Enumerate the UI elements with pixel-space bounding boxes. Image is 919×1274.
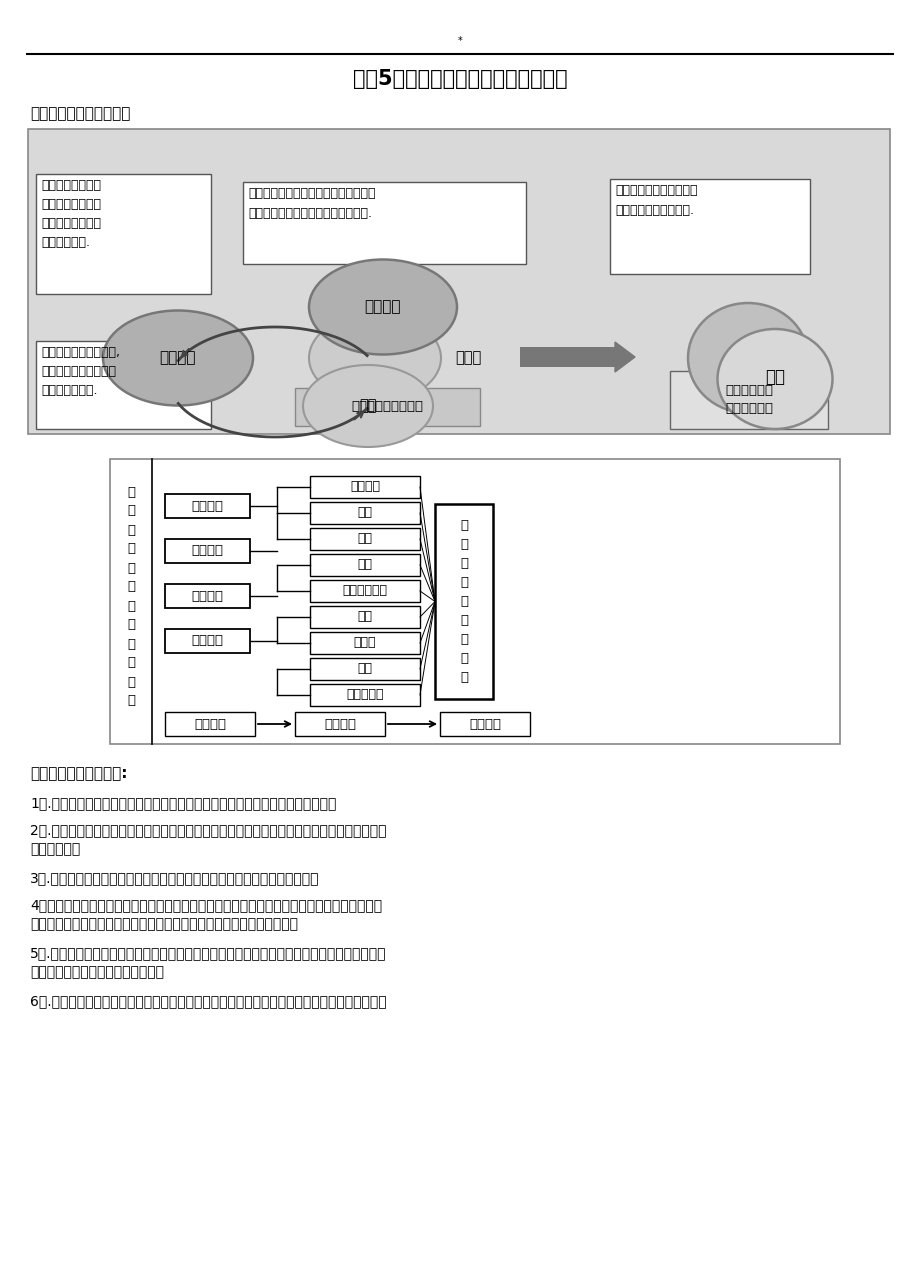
Text: 虫害和鼠害: 虫害和鼠害 (346, 688, 383, 702)
Text: 地震: 地震 (357, 558, 372, 572)
Ellipse shape (309, 260, 457, 354)
FancyBboxPatch shape (36, 341, 210, 429)
FancyBboxPatch shape (669, 371, 827, 429)
Text: 灾情: 灾情 (358, 399, 377, 414)
FancyBboxPatch shape (36, 175, 210, 294)
Text: 寒潮: 寒潮 (357, 533, 372, 545)
FancyBboxPatch shape (165, 629, 250, 654)
Text: 主
要
自
然
灾
害
的
形
成
与
分
布: 主 要 自 然 灾 害 的 形 成 与 分 布 (127, 485, 135, 707)
Text: 干旱: 干旱 (357, 507, 372, 520)
Text: 世
界
主
要
自
然
灾
害
带: 世 界 主 要 自 然 灾 害 带 (460, 519, 468, 684)
Text: 形成原因: 形成原因 (323, 717, 356, 730)
Text: 洪涝: 洪涝 (357, 610, 372, 623)
FancyBboxPatch shape (28, 129, 889, 434)
FancyBboxPatch shape (165, 712, 255, 736)
FancyBboxPatch shape (310, 632, 420, 654)
FancyBboxPatch shape (295, 712, 384, 736)
Text: 受灾体: 受灾体 (455, 350, 481, 366)
Text: 风暴潮: 风暴潮 (354, 637, 376, 650)
Text: 孕灾环境是由大气圈、岩石圈、水圈、
生物圈共同组成的综合地球表层环境.: 孕灾环境是由大气圈、岩石圈、水圈、 生物圈共同组成的综合地球表层环境. (248, 187, 375, 220)
FancyBboxPatch shape (165, 539, 250, 563)
Text: 我国灾害地域差异显著:: 我国灾害地域差异显著: (30, 766, 128, 781)
Text: 3、.东部灾害带：主要是指第三阶梯，以洪涝、旱灾、病虫害等自然灾害为主: 3、.东部灾害带：主要是指第三阶梯，以洪涝、旱灾、病虫害等自然灾害为主 (30, 871, 319, 885)
Text: 一、自然灾害系统示意图: 一、自然灾害系统示意图 (30, 106, 130, 121)
Text: *: * (457, 36, 462, 46)
Polygon shape (614, 341, 634, 372)
Text: 地质灾害: 地质灾害 (191, 544, 223, 558)
Text: 致灾因子是对人类
及其经济社会、自
然资源造成损害的
自然异常变化.: 致灾因子是对人类 及其经济社会、自 然资源造成损害的 自然异常变化. (41, 180, 101, 248)
Text: 水文灾害: 水文灾害 (191, 590, 223, 603)
Text: 病害: 病害 (357, 662, 372, 675)
FancyBboxPatch shape (435, 505, 493, 699)
FancyBboxPatch shape (310, 502, 420, 524)
Text: 6、.青藏高原灾害带：主要是指西藏、青海和四川西北部，以暴风雪、地震、寒潮、雪崩等自然: 6、.青藏高原灾害带：主要是指西藏、青海和四川西北部，以暴风雪、地震、寒潮、雪崩… (30, 994, 386, 1008)
FancyBboxPatch shape (609, 180, 809, 274)
Text: 致灾因子: 致灾因子 (160, 350, 196, 366)
Ellipse shape (103, 311, 253, 405)
FancyBboxPatch shape (439, 712, 529, 736)
Text: 灾情：因灾导致的生命、
财产、资源损失的情况.: 灾情：因灾导致的生命、 财产、资源损失的情况. (614, 183, 697, 217)
FancyBboxPatch shape (165, 494, 250, 519)
FancyBboxPatch shape (310, 684, 420, 706)
Ellipse shape (687, 303, 807, 413)
Text: 灾情: 灾情 (765, 368, 784, 386)
Text: 孕灾环境: 孕灾环境 (364, 299, 401, 315)
FancyBboxPatch shape (310, 606, 420, 628)
Text: 热带气旋: 热带气旋 (349, 480, 380, 493)
FancyBboxPatch shape (110, 459, 839, 744)
Text: 5、.西北灾害带：主要是指西北内陆的新疆、甘肃、宁夏、内蒙古西部地区，以地震、沙尘暴、
霜冻、干旱、病虫害等自然灾害为主: 5、.西北灾害带：主要是指西北内陆的新疆、甘肃、宁夏、内蒙古西部地区，以地震、沙… (30, 947, 386, 980)
FancyBboxPatch shape (243, 182, 526, 264)
Ellipse shape (309, 313, 440, 403)
Text: 受灾体是灾害的承受体,
包括人在内的物质文化
环境、自然资源.: 受灾体是灾害的承受体, 包括人在内的物质文化 环境、自然资源. (41, 347, 119, 397)
Text: 滑坡与泥石流: 滑坡与泥石流 (342, 585, 387, 598)
Text: 灾种定义: 灾种定义 (194, 717, 226, 730)
FancyBboxPatch shape (310, 657, 420, 680)
Text: 选修5《自然灾害与防治》知识点整合: 选修5《自然灾害与防治》知识点整合 (352, 69, 567, 89)
Text: 4、中部灾害带：主要是指青藏高原以东的第二阶梯，是中国自然环境最为复杂、地表物质最不
稳定的大斜坡地带，以暴雨、洪水、地震、滑坡、泥石流等自然灾害为主: 4、中部灾害带：主要是指青藏高原以东的第二阶梯，是中国自然环境最为复杂、地表物质… (30, 898, 381, 931)
FancyBboxPatch shape (519, 347, 614, 367)
Text: 自然灾害的发生过程: 自然灾害的发生过程 (351, 400, 423, 414)
FancyBboxPatch shape (295, 389, 480, 426)
FancyBboxPatch shape (310, 580, 420, 603)
FancyBboxPatch shape (310, 527, 420, 550)
FancyBboxPatch shape (310, 554, 420, 576)
FancyBboxPatch shape (310, 476, 420, 498)
Text: 气象灾害: 气象灾害 (191, 499, 223, 512)
FancyBboxPatch shape (165, 583, 250, 608)
Text: 自然灾害系统
各部分的关系: 自然灾害系统 各部分的关系 (724, 385, 772, 415)
Text: 2、.东南沿海灾害带：主要是指连云港以南的地区，以台风、风暴潮、暴雨、洪涝、海水入侵等
自然灾害为主: 2、.东南沿海灾害带：主要是指连云港以南的地区，以台风、风暴潮、暴雨、洪涝、海水… (30, 823, 386, 856)
Ellipse shape (302, 364, 433, 447)
Text: 1、.海洋灾害带：主要指东部和南部海域，以台风、风暴潮、赤潮等自然灾害为主: 1、.海洋灾害带：主要指东部和南部海域，以台风、风暴潮、赤潮等自然灾害为主 (30, 796, 336, 810)
Text: 地理分布: 地理分布 (469, 717, 501, 730)
Text: 生物灾害: 生物灾害 (191, 634, 223, 647)
Ellipse shape (717, 329, 832, 429)
